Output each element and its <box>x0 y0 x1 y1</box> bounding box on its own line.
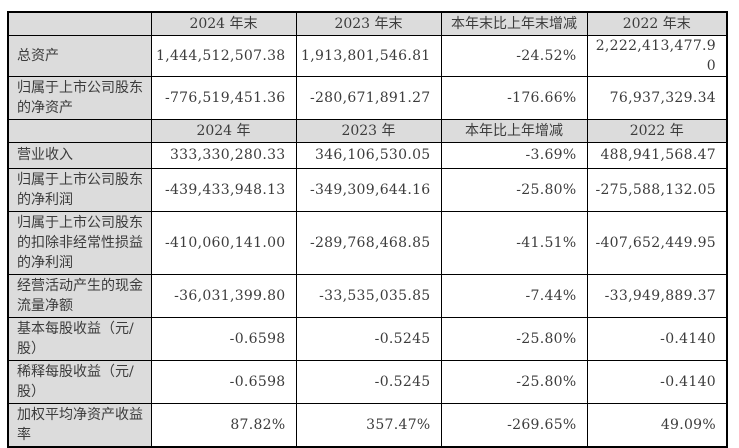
key-financials-table: 2024 年末 2023 年末 本年末比上年末增减 2022 年末 总资产 1,… <box>7 11 728 448</box>
cell-value: -41.51% <box>440 210 588 275</box>
cell-value: -25.80% <box>440 316 588 361</box>
col-header-2024: 2024 年 <box>150 118 297 143</box>
row-label: 归属于上市公司股东的净资产 <box>7 75 152 120</box>
cell-value: -25.80% <box>440 167 588 212</box>
col-header-2023-year-end: 2023 年末 <box>295 11 442 36</box>
cell-value: 488,941,568.47 <box>586 141 728 169</box>
cell-value: 76,937,329.34 <box>586 75 728 120</box>
cell-value: -0.4140 <box>586 359 728 404</box>
table-row-operating-revenue: 营业收入 333,330,280.33 346,106,530.05 -3.69… <box>7 141 728 169</box>
cell-value: 87.82% <box>150 402 297 447</box>
cell-value: -7.44% <box>440 273 588 318</box>
cell-value: -280,671,891.27 <box>295 75 442 120</box>
table-row-weighted-avg-roe: 加权平均净资产收益率 87.82% 357.47% -269.65% 49.09… <box>7 402 728 447</box>
cell-value: -0.5245 <box>295 359 442 404</box>
col-header-2022-year-end: 2022 年末 <box>586 11 728 36</box>
row-label: 基本每股收益（元/股） <box>7 316 152 361</box>
row-label: 归属于上市公司股东的净利润 <box>7 167 152 212</box>
cell-value: 1,913,801,546.81 <box>295 34 442 77</box>
cell-value: -33,535,035.85 <box>295 273 442 318</box>
row-label: 归属于上市公司股东的扣除非经常性损益的净利润 <box>7 210 152 275</box>
cell-value: -776,519,451.36 <box>150 75 297 120</box>
table-row-total-assets: 总资产 1,444,512,507.38 1,913,801,546.81 -2… <box>7 34 728 77</box>
cell-value: -0.5245 <box>295 316 442 361</box>
cell-value: 49.09% <box>586 402 728 447</box>
cell-value: -25.80% <box>440 359 588 404</box>
table-row-net-assets: 归属于上市公司股东的净资产 -776,519,451.36 -280,671,8… <box>7 75 728 120</box>
cell-value: -0.6598 <box>150 359 297 404</box>
row-label: 加权平均净资产收益率 <box>7 402 152 447</box>
col-header-yoy-change-year-end: 本年末比上年末增减 <box>440 11 588 36</box>
col-header-2024-year-end: 2024 年末 <box>150 11 297 36</box>
table-row-basic-eps: 基本每股收益（元/股） -0.6598 -0.5245 -25.80% -0.4… <box>7 316 728 361</box>
cell-value: -36,031,399.80 <box>150 273 297 318</box>
cell-value: -439,433,948.13 <box>150 167 297 212</box>
financial-summary-table: 2024 年末 2023 年末 本年末比上年末增减 2022 年末 总资产 1,… <box>7 11 728 448</box>
cell-value: -269.65% <box>440 402 588 447</box>
header-row-full-year: 2024 年 2023 年 本年比上年增减 2022 年 <box>7 118 728 143</box>
table-row-diluted-eps: 稀释每股收益（元/股） -0.6598 -0.5245 -25.80% -0.4… <box>7 359 728 404</box>
row-label: 营业收入 <box>7 141 152 169</box>
cell-value: -410,060,141.00 <box>150 210 297 275</box>
cell-value: 346,106,530.05 <box>295 141 442 169</box>
cell-value: 1,444,512,507.38 <box>150 34 297 77</box>
table-row-net-profit: 归属于上市公司股东的净利润 -439,433,948.13 -349,309,6… <box>7 167 728 212</box>
cell-value: -3.69% <box>440 141 588 169</box>
cell-value: 357.47% <box>295 402 442 447</box>
cell-value: -275,588,132.05 <box>586 167 728 212</box>
cell-value: -349,309,644.16 <box>295 167 442 212</box>
cell-value: -289,768,468.85 <box>295 210 442 275</box>
cell-value: -0.6598 <box>150 316 297 361</box>
table-row-operating-cash-flow: 经营活动产生的现金流量净额 -36,031,399.80 -33,535,035… <box>7 273 728 318</box>
row-label: 经营活动产生的现金流量净额 <box>7 273 152 318</box>
col-header-2022: 2022 年 <box>586 118 728 143</box>
col-header-yoy-change: 本年比上年增减 <box>440 118 588 143</box>
col-header-2023: 2023 年 <box>295 118 442 143</box>
row-label: 总资产 <box>7 34 152 77</box>
header-row-year-end: 2024 年末 2023 年末 本年末比上年末增减 2022 年末 <box>7 11 728 36</box>
cell-value: -0.4140 <box>586 316 728 361</box>
cell-value: 333,330,280.33 <box>150 141 297 169</box>
corner-cell <box>7 11 152 36</box>
cell-value: -407,652,449.95 <box>586 210 728 275</box>
row-label: 稀释每股收益（元/股） <box>7 359 152 404</box>
corner-cell <box>7 118 152 143</box>
cell-value: -33,949,889.37 <box>586 273 728 318</box>
table-row-net-profit-excl-nonrecurring: 归属于上市公司股东的扣除非经常性损益的净利润 -410,060,141.00 -… <box>7 210 728 275</box>
cell-value: 2,222,413,477.90 <box>586 34 728 77</box>
cell-value: -24.52% <box>440 34 588 77</box>
cell-value: -176.66% <box>440 75 588 120</box>
